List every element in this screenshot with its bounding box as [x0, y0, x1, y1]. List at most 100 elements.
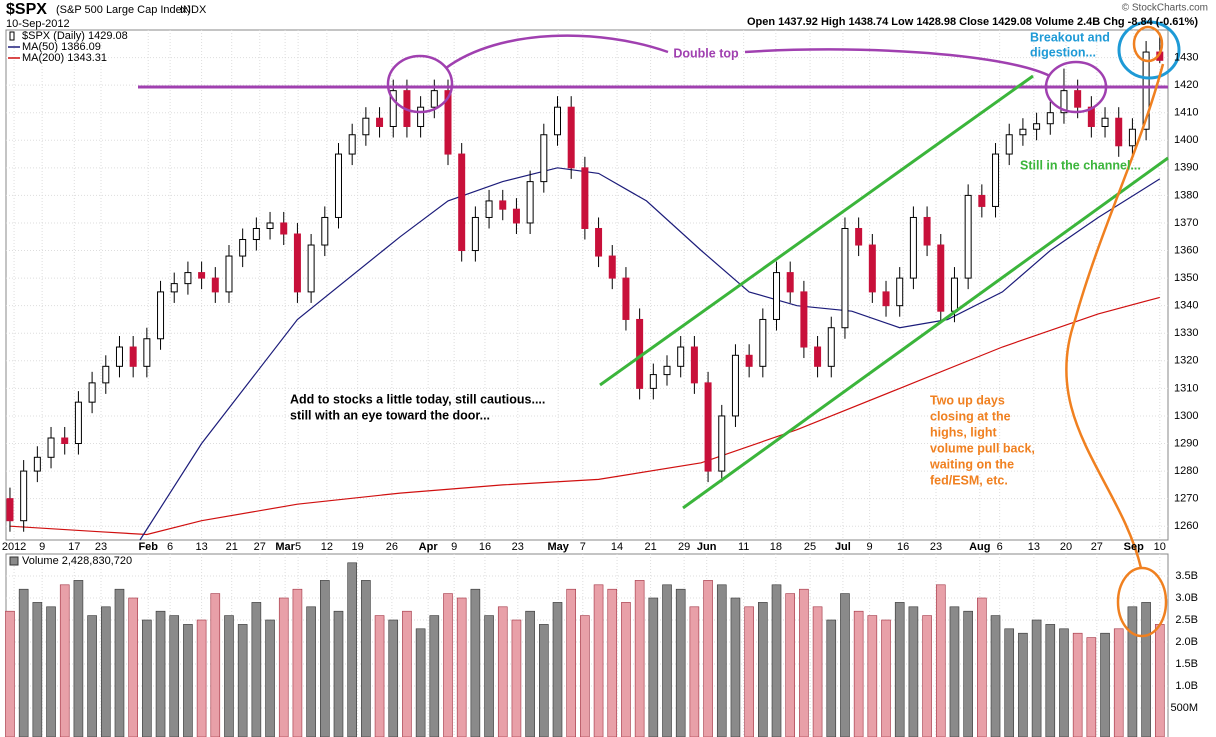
volume-bar — [1004, 628, 1015, 737]
candle-body — [1046, 112, 1054, 125]
candle-body — [512, 208, 520, 224]
y-tick-label: 1320 — [1174, 355, 1198, 367]
volume-bar — [1018, 632, 1028, 737]
candle-body — [978, 194, 986, 207]
x-tick-label: 21 — [644, 541, 656, 553]
candle-body — [157, 291, 165, 340]
volume-label: Volume 2,428,830,720 — [22, 555, 132, 567]
x-tick-label: 6 — [997, 541, 1003, 553]
candle-body — [471, 216, 479, 252]
breakout-circle — [1117, 20, 1181, 80]
orange-connector — [1065, 63, 1165, 569]
date: 10-Sep-2012 — [6, 18, 70, 30]
candle-body — [690, 346, 698, 384]
volume-bar — [46, 606, 56, 737]
candle-body — [74, 401, 82, 445]
candle-body — [663, 365, 671, 376]
candle-body — [6, 498, 14, 522]
candle-body — [1142, 51, 1150, 130]
candle-body — [827, 327, 835, 367]
candle-body — [718, 415, 726, 472]
candle-body — [540, 134, 548, 183]
volume-bar — [320, 580, 330, 737]
annotation: Two up days — [930, 393, 1005, 407]
volume-bar — [1072, 632, 1083, 737]
volume-bar — [949, 606, 960, 737]
x-tick-label: 9 — [867, 541, 873, 553]
candle-body — [458, 153, 466, 252]
quote: Open 1437.92 High 1438.74 Low 1428.98 Cl… — [747, 16, 1198, 28]
volume-bar — [607, 588, 618, 737]
candle-body — [745, 354, 753, 367]
candle-body — [280, 222, 288, 235]
volume-bar — [1059, 628, 1069, 737]
volume-bar — [826, 619, 837, 737]
volume-bar — [963, 610, 973, 737]
candle-body — [129, 346, 137, 367]
volume-bar — [812, 606, 823, 737]
x-tick-label: 11 — [738, 541, 749, 553]
candle-body — [348, 134, 356, 155]
x-tick-label: 27 — [254, 541, 266, 553]
x-tick-label: 14 — [611, 541, 623, 553]
candle-body — [33, 456, 41, 472]
volume-bar — [621, 602, 631, 737]
candle-body — [937, 244, 945, 312]
y-tick-label: 1280 — [1174, 465, 1198, 477]
channel-line — [599, 74, 1034, 387]
volume-tick-label: 2.0B — [1175, 636, 1198, 648]
x-tick-label: 13 — [195, 541, 207, 553]
volume-bar — [347, 562, 357, 737]
x-tick-label: 9 — [451, 541, 457, 553]
x-tick-label: Aug — [969, 541, 990, 553]
volume-bar — [881, 619, 891, 737]
volume-bar — [1045, 624, 1056, 737]
candle-body — [1128, 128, 1136, 147]
volume-bar — [525, 610, 535, 737]
volume-bar — [196, 619, 207, 737]
volume-bar — [402, 610, 412, 737]
volume-bar — [511, 619, 522, 737]
candle-body — [417, 106, 425, 127]
candle-body — [526, 181, 534, 224]
x-tick-label: 16 — [479, 541, 491, 553]
candle-body — [677, 346, 685, 367]
marks — [5, 32, 1165, 737]
volume-bar — [840, 593, 850, 737]
annotation: highs, light — [930, 425, 997, 439]
legend-ma200: MA(200) 1343.31 — [22, 52, 107, 64]
legend-icon — [9, 31, 15, 41]
annotation: Breakout and — [1030, 30, 1110, 44]
candle-body — [239, 239, 247, 257]
candle-body — [554, 106, 562, 136]
top-circle — [1044, 60, 1108, 114]
volume-bar — [1086, 637, 1097, 737]
volume-bar — [1127, 606, 1138, 737]
volume-bar — [114, 588, 125, 737]
candle-body — [20, 470, 28, 522]
annotation: still with an eye toward the door... — [290, 408, 490, 422]
volume-bar — [484, 615, 494, 737]
candle-body — [1060, 90, 1068, 114]
x-tick-label: 12 — [321, 541, 333, 553]
exchange: INDX — [180, 4, 207, 16]
x-tick-label: May — [547, 541, 569, 553]
candle-body — [841, 227, 849, 329]
y-tick-label: 1360 — [1174, 244, 1198, 256]
volume-bar — [73, 580, 84, 737]
volume-bar — [922, 615, 932, 737]
x-tick-label: Sep — [1124, 541, 1144, 553]
candle-body — [581, 167, 589, 229]
y-tick-label: 1390 — [1174, 162, 1198, 174]
top-circle — [386, 54, 454, 114]
volume-bar — [59, 584, 70, 737]
candle-body — [882, 291, 890, 307]
candle-body — [198, 272, 206, 279]
x-tick-label: 26 — [386, 541, 398, 553]
annotation: digestion... — [1030, 45, 1096, 59]
candle-body — [731, 354, 739, 417]
volume-bar — [785, 593, 796, 737]
volume-bar — [278, 597, 289, 737]
legend-price: $SPX (Daily) 1429.08 — [22, 30, 128, 42]
volume-bar — [799, 588, 809, 737]
